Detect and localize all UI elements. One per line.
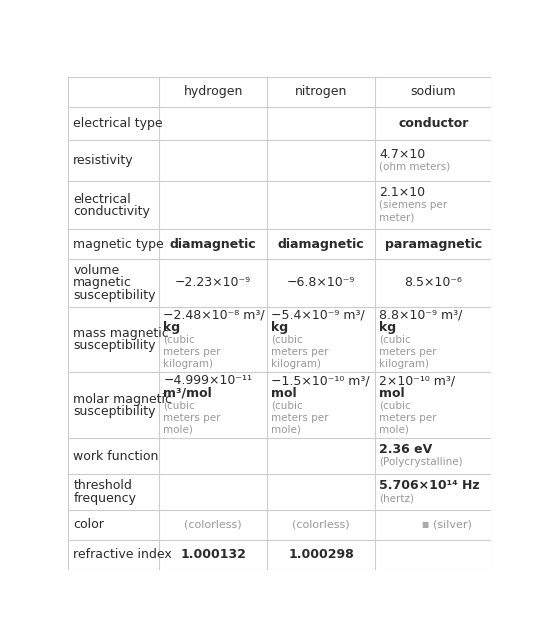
Text: kg: kg <box>163 321 181 334</box>
Text: molar magnetic: molar magnetic <box>73 393 173 406</box>
Text: (cubic: (cubic <box>379 335 411 344</box>
Text: mole): mole) <box>163 425 193 435</box>
Text: meter): meter) <box>379 212 414 223</box>
Text: (hertz): (hertz) <box>379 493 414 503</box>
Text: (colorless): (colorless) <box>292 520 350 530</box>
Text: sodium: sodium <box>411 85 456 98</box>
Text: color: color <box>73 518 104 531</box>
Text: kg: kg <box>271 321 288 334</box>
Text: meters per: meters per <box>271 413 329 422</box>
Text: (cubic: (cubic <box>271 335 303 344</box>
Text: (cubic: (cubic <box>163 335 195 344</box>
Text: magnetic type: magnetic type <box>73 237 164 250</box>
Text: diamagnetic: diamagnetic <box>278 237 364 250</box>
Text: 5.706×10¹⁴ Hz: 5.706×10¹⁴ Hz <box>379 479 480 492</box>
Text: mole): mole) <box>379 425 409 435</box>
Text: conductivity: conductivity <box>73 205 150 218</box>
Text: susceptibility: susceptibility <box>73 339 156 352</box>
Text: magnetic: magnetic <box>73 276 132 289</box>
Text: −4.999×10⁻¹¹: −4.999×10⁻¹¹ <box>163 374 252 387</box>
Text: m³/mol: m³/mol <box>163 387 212 399</box>
Text: nitrogen: nitrogen <box>295 85 347 98</box>
Text: 2.1×10: 2.1×10 <box>379 186 425 200</box>
Text: meters per: meters per <box>379 413 437 422</box>
Text: −6.8×10⁻⁹: −6.8×10⁻⁹ <box>287 276 355 289</box>
Text: −2.48×10⁻⁸ m³/: −2.48×10⁻⁸ m³/ <box>163 308 265 321</box>
Text: (silver): (silver) <box>433 520 472 530</box>
Text: threshold: threshold <box>73 479 132 492</box>
Text: 4.7×10: 4.7×10 <box>379 148 425 161</box>
Text: hydrogen: hydrogen <box>183 85 243 98</box>
Text: (colorless): (colorless) <box>185 520 242 530</box>
Text: diamagnetic: diamagnetic <box>170 237 257 250</box>
Text: susceptibility: susceptibility <box>73 289 156 301</box>
Text: 8.8×10⁻⁹ m³/: 8.8×10⁻⁹ m³/ <box>379 308 462 321</box>
Text: mol: mol <box>379 387 405 399</box>
Text: susceptibility: susceptibility <box>73 405 156 418</box>
Text: electrical: electrical <box>73 193 131 205</box>
Text: 8.5×10⁻⁶: 8.5×10⁻⁶ <box>404 276 462 289</box>
Text: meters per: meters per <box>163 347 221 357</box>
Text: 1.000298: 1.000298 <box>288 548 354 561</box>
Text: meters per: meters per <box>271 347 329 357</box>
Text: (cubic: (cubic <box>163 401 195 410</box>
Text: (cubic: (cubic <box>379 401 411 410</box>
Text: mol: mol <box>271 387 297 399</box>
Text: (Polycrystalline): (Polycrystalline) <box>379 457 463 467</box>
Text: paramagnetic: paramagnetic <box>384 237 482 250</box>
Text: resistivity: resistivity <box>73 154 134 167</box>
Text: refractive index: refractive index <box>73 548 172 561</box>
Text: −5.4×10⁻⁹ m³/: −5.4×10⁻⁹ m³/ <box>271 308 365 321</box>
Text: meters per: meters per <box>163 413 221 422</box>
Text: mole): mole) <box>271 425 301 435</box>
Text: conductor: conductor <box>398 116 468 129</box>
Text: mass magnetic: mass magnetic <box>73 327 169 340</box>
Text: 1.000132: 1.000132 <box>180 548 246 561</box>
Text: 2×10⁻¹⁰ m³/: 2×10⁻¹⁰ m³/ <box>379 374 455 387</box>
Text: (ohm meters): (ohm meters) <box>379 161 450 172</box>
Text: kg: kg <box>379 321 396 334</box>
Text: −2.23×10⁻⁹: −2.23×10⁻⁹ <box>175 276 251 289</box>
Text: volume: volume <box>73 264 120 277</box>
Text: −1.5×10⁻¹⁰ m³/: −1.5×10⁻¹⁰ m³/ <box>271 374 370 387</box>
Text: work function: work function <box>73 450 159 463</box>
Text: kilogram): kilogram) <box>271 359 322 369</box>
Text: kilogram): kilogram) <box>163 359 213 369</box>
Text: (siemens per: (siemens per <box>379 200 447 210</box>
Text: 2.36 eV: 2.36 eV <box>379 444 432 456</box>
Text: electrical type: electrical type <box>73 116 163 129</box>
Text: ■: ■ <box>422 520 429 529</box>
Text: kilogram): kilogram) <box>379 359 429 369</box>
Text: (cubic: (cubic <box>271 401 303 410</box>
Text: meters per: meters per <box>379 347 437 357</box>
Text: frequency: frequency <box>73 492 136 504</box>
